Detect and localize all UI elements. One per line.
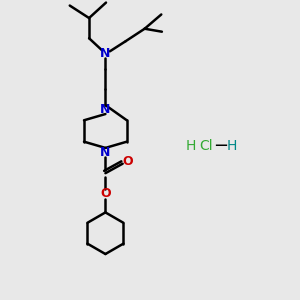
Text: O: O bbox=[122, 155, 133, 168]
Text: N: N bbox=[100, 146, 111, 159]
Text: H: H bbox=[226, 139, 237, 152]
Text: N: N bbox=[100, 103, 111, 116]
Text: Cl: Cl bbox=[200, 139, 213, 152]
Text: H: H bbox=[186, 139, 196, 152]
Text: N: N bbox=[100, 47, 111, 60]
Text: O: O bbox=[100, 188, 111, 200]
Text: −: − bbox=[213, 136, 228, 154]
